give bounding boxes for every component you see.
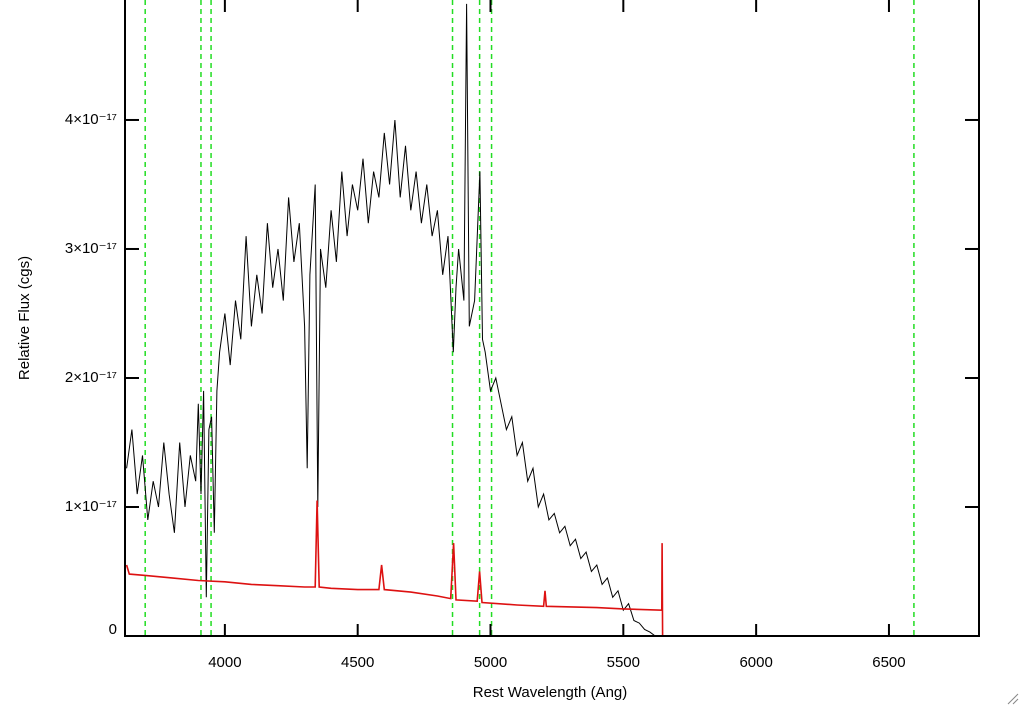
spectrum-line [126, 3, 661, 636]
y-tick-label: 0 [109, 621, 117, 638]
y-tick-label: 2×10⁻¹⁷ [65, 369, 117, 386]
x-tick-label: 6500 [872, 654, 905, 671]
spectrum-line [125, 500, 979, 636]
x-tick-label: 4500 [341, 654, 374, 671]
y-tick-label: 1×10⁻¹⁷ [65, 498, 117, 515]
x-tick-label: 5500 [607, 654, 640, 671]
x-axis-title: Rest Wavelength (Ang) [473, 684, 628, 701]
y-tick-label: 3×10⁻¹⁷ [65, 240, 117, 257]
y-tick-label: 4×10⁻¹⁷ [65, 111, 117, 128]
axis-frame [124, 0, 980, 637]
y-axis-title: Relative Flux (cgs) [16, 256, 33, 380]
resize-handle [1007, 693, 1019, 705]
x-tick-label: 4000 [208, 654, 241, 671]
x-tick-label: 6000 [739, 654, 772, 671]
x-tick-label: 5000 [474, 654, 507, 671]
